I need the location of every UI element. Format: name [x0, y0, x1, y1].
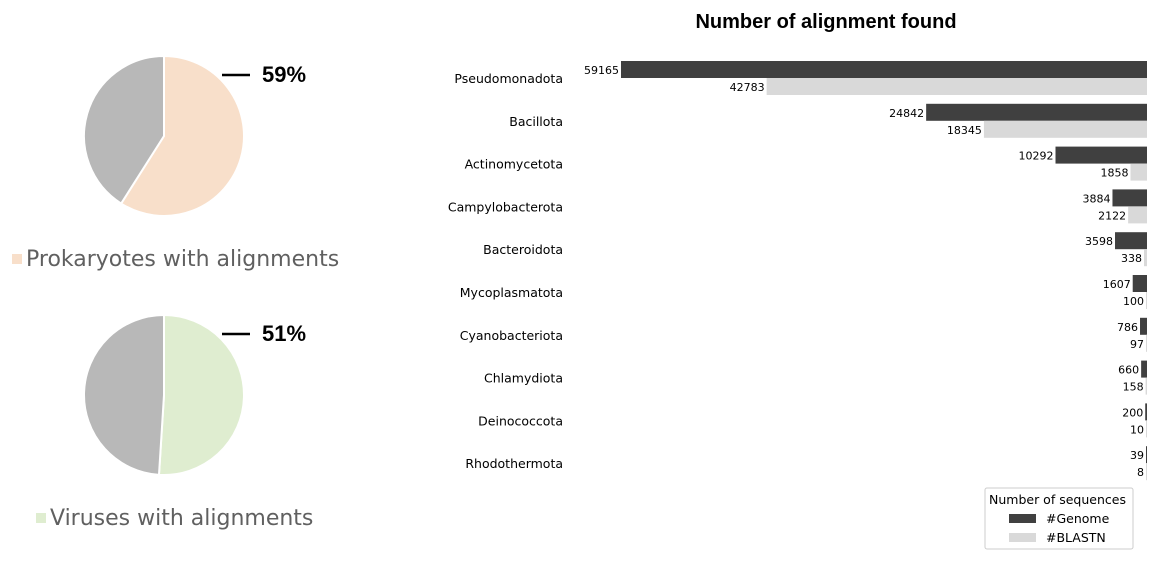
- pie-slice-prokaryotes-rest: [83, 54, 165, 205]
- category-label: Bacillota: [509, 114, 563, 129]
- category-label: Mycoplasmatota: [460, 285, 563, 300]
- bar-value-label: 18345: [947, 124, 982, 137]
- pie-viruses: 51% Viruses with alignments: [36, 313, 313, 531]
- pie-legend-label: Viruses with alignments: [50, 506, 313, 531]
- bar-genome: [1055, 146, 1147, 164]
- bar-value-label: 42783: [730, 81, 765, 94]
- category-label: Cyanobacteriota: [460, 328, 563, 343]
- bar-value-label: 200: [1122, 406, 1143, 419]
- bar-value-label: 8: [1137, 466, 1144, 479]
- bar-value-label: 59165: [584, 64, 619, 77]
- bar-value-label: 2122: [1098, 209, 1126, 222]
- bar-value-label: 660: [1118, 364, 1139, 377]
- bar-blastn: [1146, 334, 1147, 352]
- bar-chart-title: Number of alignment found: [695, 11, 956, 33]
- bar-genome: [1115, 232, 1147, 250]
- legend-title: Number of sequences: [989, 492, 1126, 507]
- bar-value-label: 100: [1123, 295, 1144, 308]
- legend-swatch-genome: [1009, 514, 1036, 523]
- legend-label-blastn: #BLASTN: [1046, 530, 1106, 545]
- pie-percent-label: 59%: [262, 62, 306, 87]
- category-label: Campylobacterota: [448, 199, 563, 214]
- bar-genome: [926, 103, 1147, 121]
- bar-blastn: [1145, 377, 1147, 395]
- bar-value-label: 10292: [1019, 150, 1054, 163]
- bar-blastn: [1130, 163, 1147, 181]
- bar-blastn: [983, 120, 1147, 138]
- bar-blastn: [1146, 463, 1147, 481]
- bar-genome: [1112, 189, 1147, 207]
- bar-genome: [1140, 317, 1147, 335]
- bar-genome: [1132, 275, 1147, 292]
- legend-swatch-blastn: [1009, 533, 1036, 542]
- pie-legend-swatch: [12, 254, 22, 264]
- bar-value-label: 97: [1130, 338, 1144, 351]
- pie-prokaryotes: 59% Prokaryotes with alignments: [12, 54, 339, 272]
- pie-legend-label: Prokaryotes with alignments: [26, 247, 339, 272]
- bar-blastn: [766, 78, 1147, 95]
- bar-value-label: 1858: [1100, 167, 1128, 180]
- category-label: Deinococcota: [478, 413, 563, 428]
- bar-value-label: 39: [1130, 449, 1144, 462]
- category-label: Pseudomonadota: [454, 71, 563, 86]
- bar-value-label: 1607: [1103, 278, 1131, 291]
- category-label: Bacteroidota: [483, 242, 563, 257]
- pie-slice-viruses-rest: [83, 313, 165, 476]
- bar-value-label: 3598: [1085, 235, 1113, 248]
- bar-value-label: 786: [1117, 321, 1138, 334]
- bar-genome: [1141, 360, 1147, 378]
- pie-slice-prokaryotes: [119, 54, 245, 217]
- bar-value-label: 3884: [1082, 192, 1110, 205]
- bar-chart-plot: Pseudomonadota 59165 42783 Bacillota 24842 18…: [448, 61, 1147, 481]
- bar-blastn: [1146, 292, 1147, 309]
- pie-percent-label: 51%: [262, 321, 306, 346]
- bar-chart-legend: Number of sequences #Genome #BLASTN: [984, 487, 1134, 550]
- category-label: Actinomycetota: [465, 157, 563, 172]
- bar-genome: [1146, 446, 1147, 464]
- bar-genome: [621, 61, 1147, 78]
- bar-value-label: 10: [1130, 423, 1144, 436]
- pie-slice-viruses: [157, 313, 245, 476]
- bar-blastn: [1128, 206, 1147, 224]
- bar-genome: [1145, 403, 1147, 421]
- category-label: Rhodothermota: [465, 456, 563, 471]
- bar-value-label: 24842: [889, 107, 924, 120]
- legend-label-genome: #Genome: [1046, 511, 1110, 526]
- bar-blastn: [1146, 420, 1147, 438]
- pie-legend-swatch: [36, 513, 46, 523]
- bar-blastn: [1143, 249, 1147, 267]
- category-label: Chlamydiota: [484, 371, 563, 386]
- bar-value-label: 338: [1121, 252, 1142, 265]
- bar-value-label: 158: [1123, 381, 1144, 394]
